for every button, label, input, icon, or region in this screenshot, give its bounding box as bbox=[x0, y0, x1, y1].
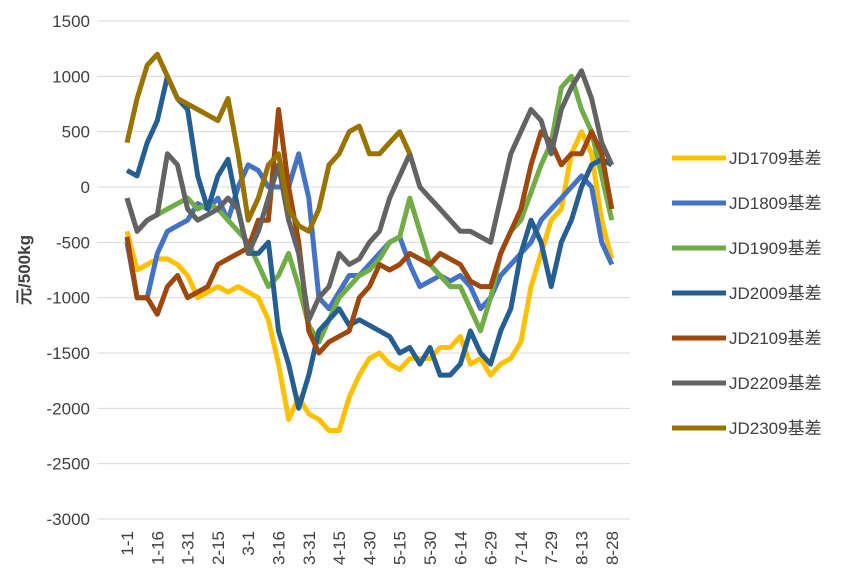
series-line bbox=[124, 107, 615, 356]
x-tick-label: 8-13 bbox=[573, 531, 592, 565]
y-tick-label: 1000 bbox=[52, 67, 90, 86]
x-tick-label: 1-1 bbox=[118, 531, 137, 556]
x-tick-label: 4-30 bbox=[360, 531, 379, 565]
x-tick-label: 1-16 bbox=[148, 531, 167, 565]
legend-label: JD2209基差 bbox=[729, 374, 822, 393]
x-tick-label: 7-29 bbox=[542, 531, 561, 565]
y-tick-label: -2500 bbox=[47, 455, 90, 474]
y-tick-label: -2000 bbox=[47, 399, 90, 418]
y-tick-label: -1000 bbox=[47, 289, 90, 308]
x-tick-label: 5-30 bbox=[421, 531, 440, 565]
legend-label: JD1909基差 bbox=[729, 239, 822, 258]
series-line bbox=[125, 73, 614, 411]
legend-label: JD2109基差 bbox=[729, 329, 822, 348]
y-tick-label: -3000 bbox=[47, 510, 90, 529]
x-tick-label: 6-14 bbox=[451, 531, 470, 565]
y-tick-label: 0 bbox=[81, 178, 90, 197]
legend-label: JD2309基差 bbox=[729, 419, 822, 438]
x-tick-label: 3-1 bbox=[239, 531, 258, 556]
y-tick-label: 500 bbox=[62, 123, 90, 142]
x-tick-label: 1-31 bbox=[179, 531, 198, 565]
x-tick-label: 7-14 bbox=[512, 531, 531, 565]
legend-label: JD1809基差 bbox=[729, 194, 822, 213]
x-tick-label: 3-31 bbox=[300, 531, 319, 565]
y-tick-label: -1500 bbox=[47, 344, 90, 363]
legend-label: JD2009基差 bbox=[729, 284, 822, 303]
x-tick-label: 2-15 bbox=[209, 531, 228, 565]
series-line bbox=[124, 51, 413, 234]
x-tick-label: 4-15 bbox=[330, 531, 349, 565]
y-tick-label: -500 bbox=[56, 233, 90, 252]
legend-label: JD1709基差 bbox=[729, 149, 822, 168]
x-tick-label: 3-16 bbox=[270, 531, 289, 565]
x-tick-label: 8-28 bbox=[603, 531, 622, 565]
y-axis-label: 元/500kg bbox=[15, 235, 34, 305]
series-line bbox=[124, 129, 615, 433]
y-tick-label: 1500 bbox=[52, 12, 90, 31]
x-tick-label: 5-15 bbox=[391, 531, 410, 565]
series-line bbox=[124, 68, 615, 323]
x-tick-label: 6-29 bbox=[482, 531, 501, 565]
